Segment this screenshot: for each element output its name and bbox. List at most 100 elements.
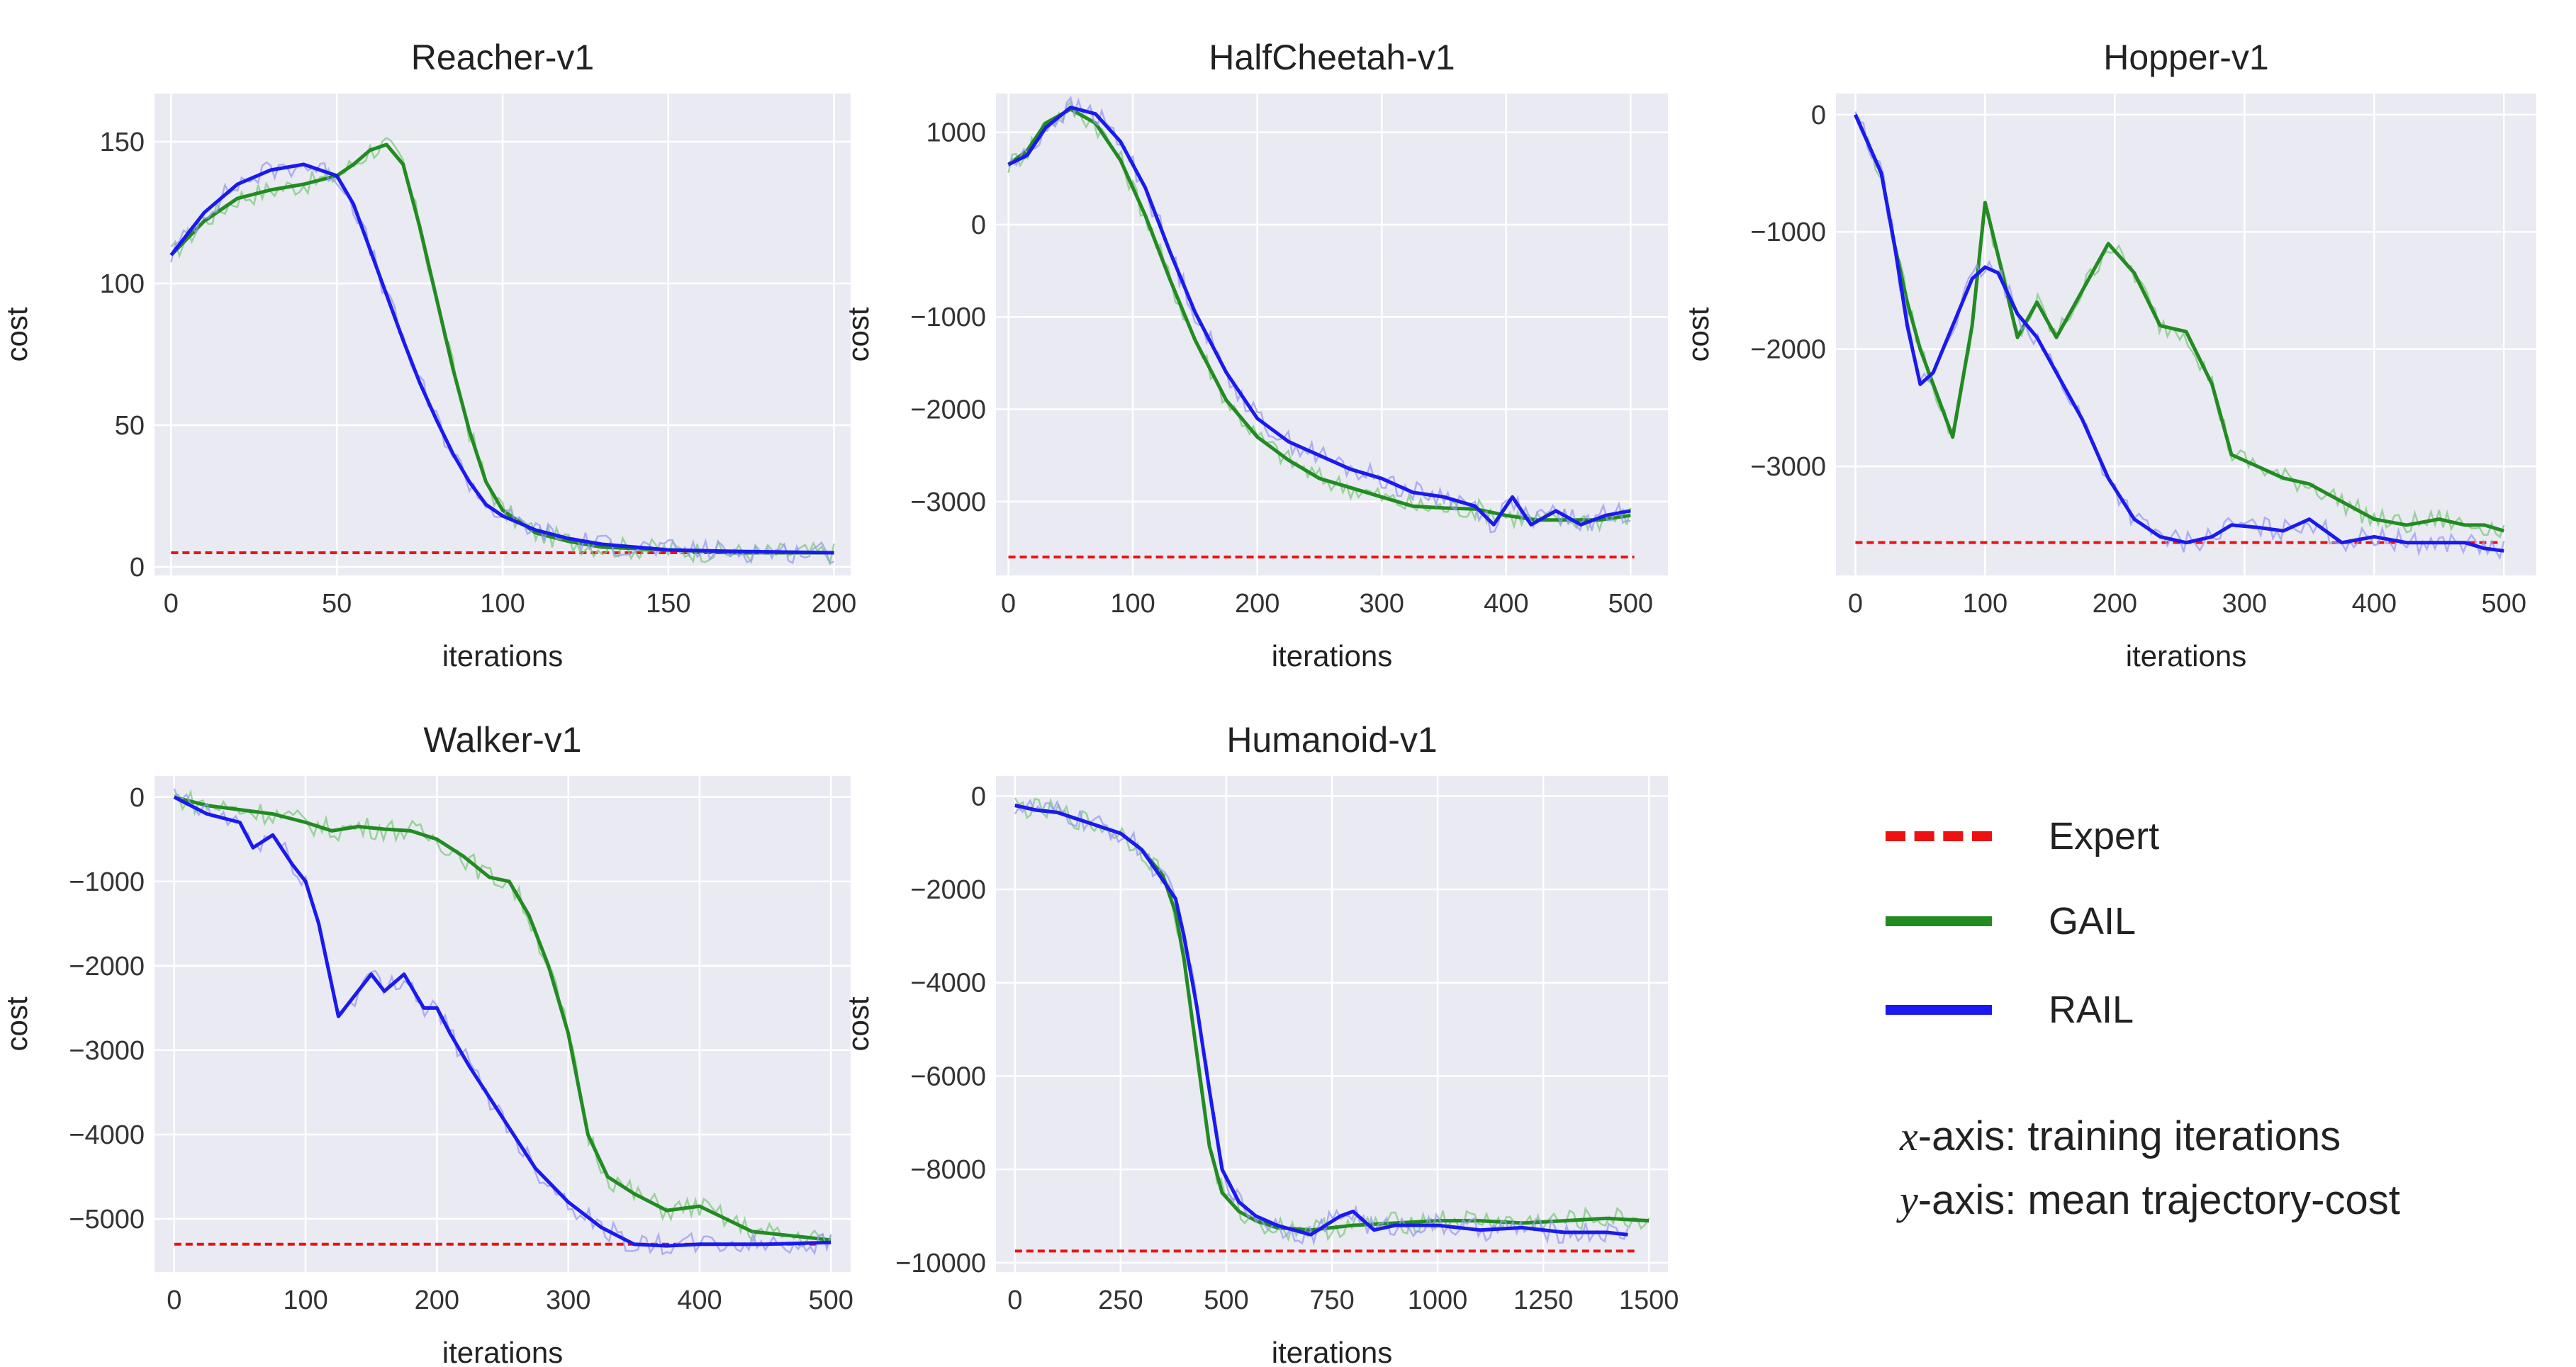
x-tick-label: 200 — [415, 1286, 459, 1315]
series-rail-raw — [173, 788, 832, 1256]
x-tick-label: 100 — [1110, 589, 1155, 619]
y-tick-label: 50 — [115, 411, 145, 441]
y-tick-label: −3000 — [910, 488, 986, 517]
series-rail-line — [1854, 113, 2504, 553]
x-tick-label: 200 — [2093, 589, 2137, 619]
legend-label-rail: RAIL — [2049, 989, 2134, 1031]
y-axis-label: cost — [841, 996, 875, 1051]
x-tick-label: 0 — [164, 589, 179, 619]
y-axis-label: cost — [0, 996, 33, 1051]
x-tick-label: 1500 — [1619, 1286, 1679, 1315]
y-tick-label: −2000 — [910, 395, 986, 425]
x-tick-label: 200 — [1235, 589, 1279, 619]
y-tick-label: 0 — [1811, 101, 1826, 130]
y-tick-label: −1000 — [1750, 218, 1826, 247]
chart-title: HalfCheetah-v1 — [1209, 38, 1455, 77]
x-tick-label: 100 — [480, 589, 525, 619]
y-tick-label: −3000 — [69, 1036, 145, 1066]
chart-hopper: 0 100 200 300 400 500 −3000 −2000 −1000 0 Hopper-v… — [1681, 38, 2536, 673]
x-axis-label: iterations — [442, 639, 563, 673]
chart-reacher: 0 50 100 150 200 0 50 100 150 Reacher-v1 iteration… — [0, 38, 856, 673]
series-rail-line — [173, 795, 831, 1248]
y-tick-label: 0 — [130, 783, 145, 813]
y-tick-label: −4000 — [910, 969, 986, 998]
legend-item-gail: GAIL — [1886, 893, 2136, 950]
y-tick-label: −5000 — [69, 1205, 145, 1234]
x-tick-label: 0 — [1007, 1286, 1022, 1315]
legend-swatch-rail — [1886, 1005, 1992, 1015]
y-axis-label: cost — [0, 307, 33, 361]
legend-label-expert: Expert — [2049, 815, 2160, 857]
x-tick-label: 300 — [1360, 589, 1404, 619]
y-axis-label: cost — [1681, 307, 1715, 361]
x-tick-label: 500 — [1204, 1286, 1248, 1315]
x-tick-label: 400 — [2352, 589, 2397, 619]
chart-humanoid: 0 250 500 750 1000 1250 1500 −10000 −8000 −6000 −4… — [841, 720, 1679, 1367]
y-tick-label: 0 — [130, 553, 145, 583]
x-tick-label: 400 — [1484, 589, 1528, 619]
x-axis-label: iterations — [1272, 1336, 1392, 1367]
x-axis-label: iterations — [2126, 639, 2246, 673]
chart-title: Walker-v1 — [423, 720, 581, 760]
x-tick-label: 400 — [677, 1286, 722, 1315]
y-tick-label: −8000 — [910, 1155, 986, 1185]
plot-area — [996, 94, 1668, 575]
chart-title: Reacher-v1 — [411, 38, 594, 77]
chart-title: Humanoid-v1 — [1226, 720, 1437, 760]
y-axis-note: y-axis: mean trajectory-cost — [1900, 1176, 2400, 1224]
x-tick-label: 500 — [809, 1286, 853, 1315]
x-axis-note-var: x — [1900, 1113, 1918, 1159]
y-tick-label: −1000 — [69, 867, 145, 897]
x-tick-label: 1000 — [1408, 1286, 1468, 1315]
x-tick-label: 750 — [1309, 1286, 1354, 1315]
series-gail-line — [1854, 113, 2505, 533]
x-tick-label: 100 — [283, 1286, 327, 1315]
x-axis-label: iterations — [442, 1336, 563, 1367]
legend-swatch-gail — [1886, 916, 1992, 926]
y-axis-note-var: y — [1900, 1177, 1918, 1223]
x-tick-label: 100 — [1963, 589, 2007, 619]
series-rail-raw — [1854, 111, 2505, 561]
series-rail-line — [1014, 804, 1628, 1237]
chart-halfcheetah: 0 100 200 300 400 500 −3000 −2000 −1000 0 1000 Half… — [841, 38, 1668, 673]
x-tick-label: 0 — [1848, 589, 1863, 619]
y-tick-label: 0 — [971, 782, 986, 811]
x-tick-label: 500 — [2482, 589, 2526, 619]
legend-item-expert: Expert — [1886, 808, 2159, 865]
y-tick-label: 100 — [100, 269, 145, 299]
y-tick-label: −2000 — [1750, 335, 1826, 365]
legend-swatch-expert — [1886, 831, 1992, 841]
x-tick-label: 300 — [2222, 589, 2267, 619]
x-axis-note-text: -axis: training iterations — [1917, 1113, 2341, 1159]
y-tick-label: −2000 — [910, 875, 986, 905]
x-axis-note: x-axis: training iterations — [1900, 1113, 2341, 1160]
x-tick-label: 0 — [167, 1286, 181, 1315]
legend: Expert GAIL RAIL — [1886, 808, 2524, 1233]
series-gail-line — [1007, 107, 1631, 522]
series-rail-line — [1007, 106, 1631, 527]
y-tick-label: −2000 — [69, 952, 145, 981]
x-axis-label: iterations — [1272, 639, 1392, 673]
x-tick-label: 300 — [546, 1286, 590, 1315]
chart-title: Hopper-v1 — [2103, 38, 2268, 77]
x-tick-label: 150 — [646, 589, 690, 619]
x-tick-label: 250 — [1098, 1286, 1143, 1315]
x-tick-label: 200 — [812, 589, 856, 619]
y-tick-label: −1000 — [910, 303, 986, 332]
y-tick-label: 150 — [100, 128, 145, 157]
y-axis-label: cost — [841, 307, 875, 361]
legend-item-rail: RAIL — [1886, 981, 2134, 1038]
y-tick-label: 0 — [971, 210, 986, 240]
x-tick-label: 50 — [322, 589, 352, 619]
series-gail-line — [174, 795, 831, 1242]
series-gail-line — [169, 142, 834, 555]
x-tick-label: 0 — [1001, 589, 1016, 619]
chart-walker: 0 100 200 300 400 500 −5000 −4000 −3000 −2000 −100… — [0, 720, 853, 1367]
x-tick-label: 1250 — [1513, 1286, 1574, 1315]
series-rail-raw — [1014, 799, 1629, 1247]
legend-label-gail: GAIL — [2049, 900, 2137, 943]
y-tick-label: −10000 — [895, 1249, 986, 1278]
y-tick-label: −4000 — [69, 1120, 145, 1150]
y-axis-note-text: -axis: mean trajectory-cost — [1917, 1177, 2400, 1223]
